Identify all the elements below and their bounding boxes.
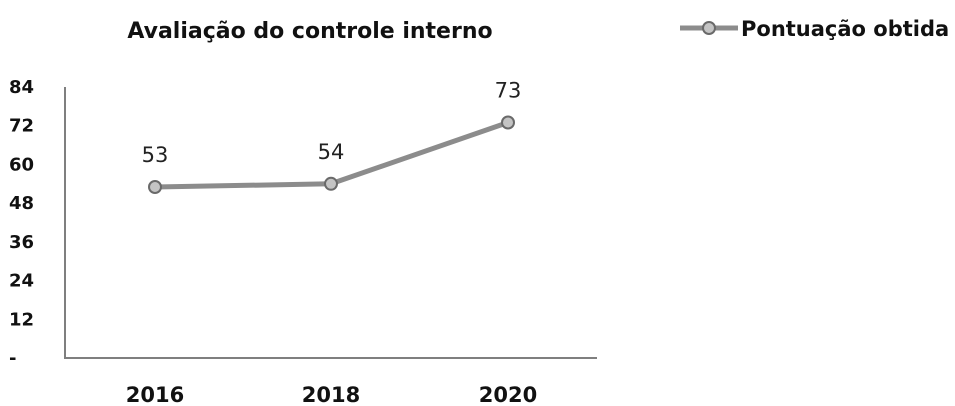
data-point: [148, 180, 162, 195]
data-point: [324, 176, 338, 191]
legend-label: Pontuação obtida: [741, 17, 949, 41]
data-label: 73: [495, 78, 522, 102]
y-tick-label: 84: [9, 77, 34, 98]
x-tick-label: 2016: [126, 383, 184, 406]
y-tick-label: 48: [9, 193, 34, 214]
chart-title: Avaliação do controle interno: [127, 19, 492, 44]
y-tick-label: 24: [9, 271, 34, 292]
legend-marker-swatch: [702, 21, 716, 35]
data-label: 54: [318, 140, 345, 164]
y-tick-label: 60: [9, 154, 34, 175]
y-tick-label: 12: [9, 309, 34, 330]
y-tick-label: 36: [9, 232, 34, 253]
y-tick-label: 72: [9, 116, 34, 137]
legend: Pontuação obtida: [680, 17, 949, 41]
data-label: 53: [142, 143, 169, 167]
data-labels: 53 54 73: [142, 78, 522, 167]
series-points: [148, 115, 515, 195]
y-tick-label: -: [9, 348, 16, 369]
data-point: [501, 115, 515, 130]
x-tick-labels: 2016 2018 2020: [126, 383, 537, 406]
x-tick-label: 2018: [302, 383, 360, 406]
x-tick-label: 2020: [479, 383, 537, 406]
y-tick-labels: - 12 24 36 48 60 72 84: [9, 77, 34, 369]
